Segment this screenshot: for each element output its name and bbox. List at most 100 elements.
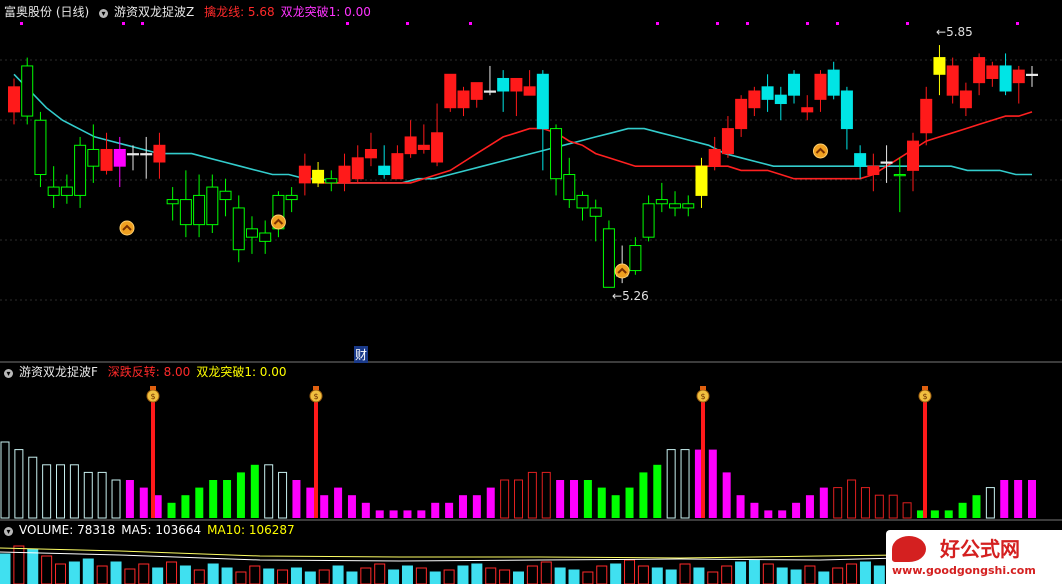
- volume-bar: [818, 571, 830, 584]
- indicator-bar: [431, 502, 440, 518]
- candle-body: [536, 73, 549, 130]
- mid-indicator-bars: $ $ $ $: [0, 386, 1036, 519]
- indicator-bar: [888, 494, 898, 519]
- indicator-bar: [1014, 480, 1023, 518]
- candle-body: [126, 153, 139, 156]
- money-bag-icon: $: [918, 386, 932, 403]
- candle: [959, 82, 972, 117]
- candle: [721, 116, 734, 158]
- candle: [682, 195, 695, 217]
- up-arrow-circle: [812, 143, 828, 159]
- candle-body: [827, 69, 840, 96]
- candle-body: [933, 57, 946, 75]
- volume-bar: [540, 561, 552, 584]
- candle-body: [497, 77, 510, 92]
- indicator-bar: [153, 495, 162, 518]
- signal-marker: [656, 22, 659, 25]
- indicator-bar: [874, 494, 884, 519]
- money-bag-symbol: $: [150, 392, 155, 401]
- candle-body: [973, 57, 986, 84]
- watermark-logo-icon: [892, 536, 926, 562]
- volume-bar: [735, 561, 747, 584]
- up-arrow-chevron: [815, 147, 826, 154]
- candle-body: [867, 165, 880, 176]
- volume-bar: [846, 563, 858, 584]
- indicator-settings-icon[interactable]: ▾: [99, 9, 109, 18]
- candle-body: [589, 207, 602, 217]
- candle-body: [259, 232, 272, 242]
- volume-bar: [582, 571, 594, 584]
- volume-bar: [13, 545, 25, 584]
- indicator-bar: [778, 510, 787, 518]
- candle: [325, 170, 338, 192]
- indicator-bar: [722, 472, 731, 518]
- candle-body: [801, 107, 814, 113]
- candle: [563, 157, 576, 208]
- volume-bar: [693, 567, 705, 584]
- top-signal-markers: [20, 22, 1019, 25]
- candle: [87, 124, 100, 183]
- candle: [21, 57, 34, 125]
- indicator-settings-icon[interactable]: ▾: [4, 369, 13, 378]
- volume-bars: [0, 545, 1038, 584]
- money-bag-icon: $: [696, 386, 710, 403]
- candle-body: [1012, 69, 1025, 84]
- candle-body: [113, 148, 126, 167]
- volume-bar: [651, 567, 663, 584]
- indicator-bar: [347, 495, 356, 518]
- low-price-label: ←5.26: [612, 289, 649, 303]
- candle: [113, 136, 126, 188]
- volume-bar: [873, 565, 885, 584]
- vol-value-1: MA5: 103664: [121, 523, 202, 537]
- candle: [457, 86, 470, 117]
- candle: [946, 57, 959, 104]
- candle-body: [245, 228, 258, 238]
- candle-body: [364, 148, 377, 159]
- candle: [814, 70, 827, 112]
- volume-bar: [707, 571, 719, 584]
- indicator-bar: [181, 495, 190, 518]
- volume-bar: [859, 561, 871, 584]
- candle-body: [140, 153, 153, 156]
- volume-bar: [568, 569, 580, 584]
- signal-marker: [836, 22, 839, 25]
- volume-bar: [388, 569, 400, 584]
- volume-bar: [96, 565, 108, 584]
- candle-body: [735, 98, 748, 130]
- finance-badge[interactable]: 财: [354, 346, 369, 363]
- stock-name: 富奥股份 (日线): [4, 5, 90, 19]
- indicator-bar: [527, 471, 537, 519]
- indicator-bar: [167, 502, 176, 518]
- signal-arrows: [119, 143, 828, 279]
- candle: [497, 70, 510, 112]
- signal-marker: [716, 22, 719, 25]
- candle: [179, 170, 192, 238]
- candle: [470, 82, 483, 108]
- mid-value-1: 双龙突破1: 0.00: [196, 365, 287, 379]
- volume-bar: [513, 571, 524, 584]
- volume-bar: [401, 565, 413, 584]
- volume-bar: [637, 565, 649, 584]
- candle: [536, 70, 549, 171]
- candle: [523, 70, 536, 96]
- volume-bar: [374, 563, 386, 584]
- candle-body: [682, 203, 695, 209]
- candle-body: [34, 119, 47, 176]
- volume-bar: [318, 569, 330, 584]
- volume-bar: [332, 565, 344, 584]
- candle: [219, 178, 232, 217]
- volume-bar: [207, 563, 219, 584]
- candle: [60, 174, 73, 204]
- candle-body: [721, 128, 734, 155]
- indicator-bar: [500, 479, 510, 519]
- indicator-settings-icon[interactable]: ▾: [4, 527, 13, 536]
- volume-bar: [499, 569, 511, 584]
- volume-bar: [55, 563, 67, 584]
- candle-body: [602, 228, 615, 288]
- mid-panel-header: ▾ 游资双龙捉波F 深跌反转: 8.00 双龙突破1: 0.00: [4, 364, 299, 380]
- volume-bar: [360, 567, 372, 584]
- indicator-bar: [278, 471, 288, 519]
- candle: [8, 78, 20, 125]
- indicator-bar: [375, 510, 384, 518]
